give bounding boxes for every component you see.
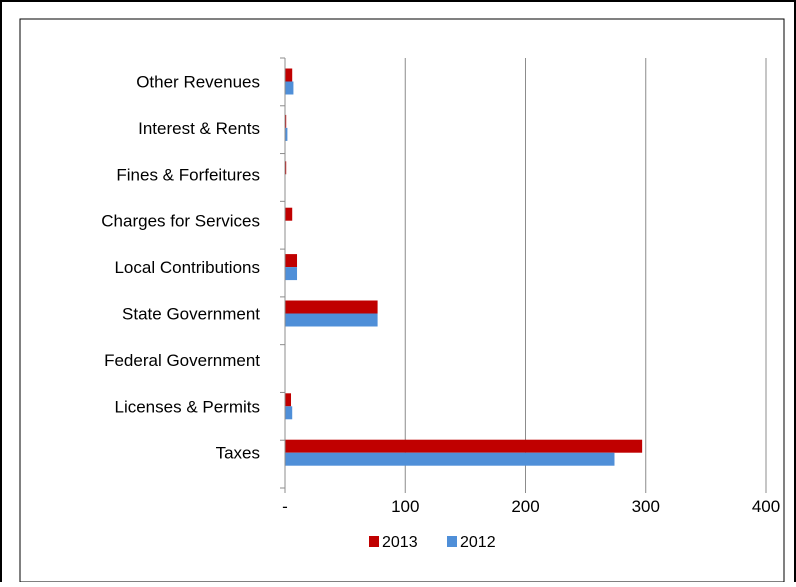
x-tick-label: - [282, 497, 288, 516]
category-label: Fines & Forfeitures [116, 165, 260, 184]
category-label: Other Revenues [136, 73, 260, 92]
bar-2013-state-government [285, 300, 378, 314]
bar-2012-local-contributions [285, 267, 298, 281]
legend-label-2013: 2013 [382, 534, 418, 551]
bar-2012-interest-rents [285, 127, 288, 141]
x-tick-labels: - 100 200 300 400 [282, 497, 780, 516]
category-labels: Other Revenues Interest & Rents Fines & Fo… [101, 73, 260, 463]
x-tick-label: 200 [511, 497, 539, 516]
legend-swatch-2013 [369, 536, 379, 547]
bar-2013-interest-rents [285, 114, 287, 128]
category-label: Taxes [216, 444, 260, 463]
category-label: State Government [122, 305, 260, 324]
x-tick-label: 100 [391, 497, 419, 516]
bar-2012-other-revenues [285, 81, 294, 95]
bars [285, 68, 643, 466]
bar-2012-taxes [285, 452, 615, 466]
category-label: Interest & Rents [138, 119, 260, 138]
bar-2012-state-government [285, 313, 378, 327]
bar-2013-charges-for-services [285, 207, 293, 221]
bar-2012-licenses-permits [285, 406, 293, 420]
bar-2013-local-contributions [285, 254, 298, 268]
gridlines [404, 58, 767, 488]
category-label: Federal Government [104, 351, 260, 370]
category-label: Local Contributions [114, 258, 260, 277]
bar-2013-other-revenues [285, 68, 293, 82]
legend: 2013 2012 [369, 534, 496, 551]
bar-2013-fines-forfeitures [285, 161, 287, 175]
bar-2013-licenses-permits [285, 393, 292, 407]
x-tick-label: 400 [752, 497, 780, 516]
legend-swatch-2012 [447, 536, 457, 547]
x-tick-label: 300 [632, 497, 660, 516]
legend-label-2012: 2012 [460, 534, 496, 551]
bar-2013-taxes [285, 439, 643, 453]
axes [280, 57, 767, 493]
category-label: Charges for Services [101, 212, 260, 231]
category-label: Licenses & Permits [115, 397, 261, 416]
